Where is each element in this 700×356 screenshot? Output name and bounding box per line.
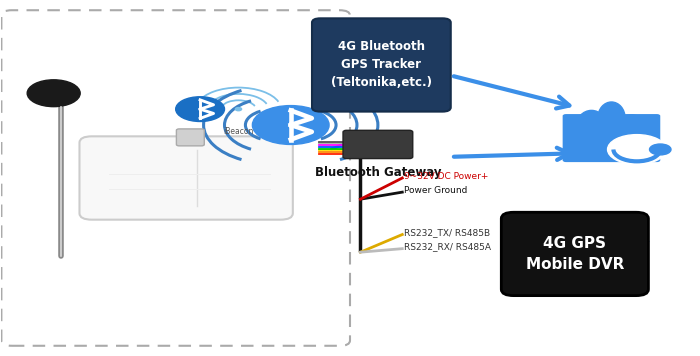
Circle shape: [608, 135, 666, 164]
Text: RS232_TX/ RS485B: RS232_TX/ RS485B: [405, 228, 491, 237]
Text: 9~32V DC Power+: 9~32V DC Power+: [405, 172, 489, 181]
Text: Cloud Server: Cloud Server: [573, 238, 650, 251]
Circle shape: [253, 106, 329, 145]
FancyBboxPatch shape: [563, 114, 660, 162]
FancyBboxPatch shape: [312, 19, 451, 111]
Ellipse shape: [575, 110, 608, 145]
Circle shape: [235, 108, 241, 111]
Circle shape: [650, 144, 671, 155]
Ellipse shape: [617, 115, 646, 145]
Ellipse shape: [566, 123, 588, 151]
Text: iBeacon: iBeacon: [223, 127, 253, 136]
FancyBboxPatch shape: [176, 129, 204, 146]
Text: 4G GPS
Mobile DVR: 4G GPS Mobile DVR: [526, 236, 624, 272]
FancyBboxPatch shape: [501, 212, 648, 295]
Circle shape: [176, 97, 225, 121]
Ellipse shape: [598, 102, 625, 134]
FancyBboxPatch shape: [80, 136, 293, 220]
Text: 4G Bluetooth
GPS Tracker
(Teltonika,etc.): 4G Bluetooth GPS Tracker (Teltonika,etc.…: [331, 41, 432, 89]
Circle shape: [27, 80, 81, 107]
Text: Power Ground: Power Ground: [405, 186, 468, 195]
Text: RS232_RX/ RS485A: RS232_RX/ RS485A: [405, 242, 491, 251]
Ellipse shape: [635, 125, 657, 151]
Text: Bluetooth Gateway: Bluetooth Gateway: [314, 166, 441, 179]
FancyBboxPatch shape: [343, 130, 413, 158]
